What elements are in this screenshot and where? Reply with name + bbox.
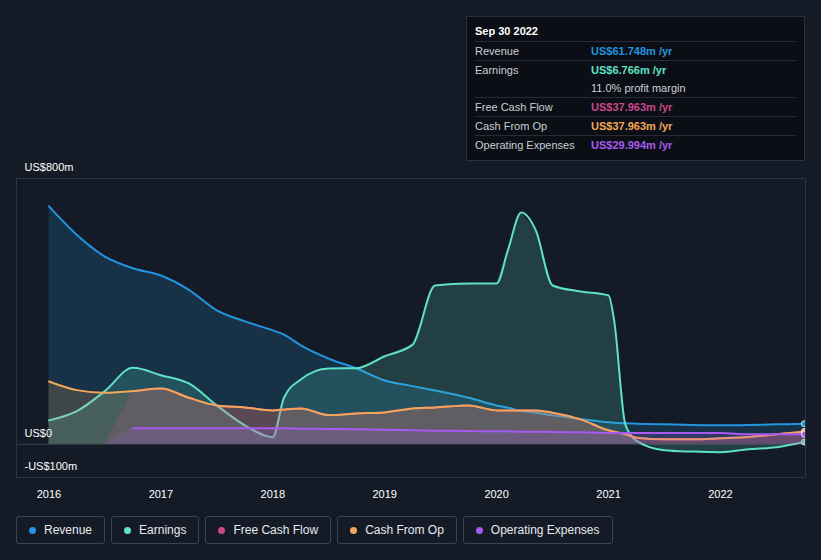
svg-text:2022: 2022 [708,488,732,500]
html-text:Revenue: Revenue [475,45,519,57]
svg-text:-US$100m: -US$100m [25,460,78,472]
html-text:US$6.766m /yr: US$6.766m /yr [591,64,667,76]
svg-text:2020: 2020 [484,488,508,500]
html-text:US$37.963m /yr: US$37.963m /yr [591,101,673,113]
svg-text:US$0: US$0 [25,427,53,439]
html-text:Free Cash Flow: Free Cash Flow [233,523,319,537]
html-text:Operating Expenses: Operating Expenses [490,523,600,537]
html-text:Earnings: Earnings [475,64,519,76]
svg-text:2017: 2017 [149,488,173,500]
svg-text:US$800m: US$800m [25,161,74,173]
html-text:Cash From Op: Cash From Op [475,120,548,132]
svg-text:2016: 2016 [37,488,61,500]
html-text:US$61.748m /yr: US$61.748m /yr [591,45,673,57]
html-text:US$37.963m /yr: US$37.963m /yr [591,120,673,132]
html-text:Revenue: Revenue [44,523,92,537]
html-text:US$29.994m /yr: US$29.994m /yr [591,139,673,151]
html-text:Cash From Op: Cash From Op [365,523,444,537]
html-text:Earnings: Earnings [139,523,187,537]
html-text:Operating Expenses: Operating Expenses [475,139,575,151]
html-text:Sep 30 2022: Sep 30 2022 [475,25,538,37]
svg-text:2019: 2019 [372,488,396,500]
html-text:11.0% profit margin: 11.0% profit margin [591,82,686,94]
html-text:Free Cash Flow: Free Cash Flow [475,101,553,113]
svg-text:2021: 2021 [596,488,620,500]
svg-text:2018: 2018 [261,488,285,500]
